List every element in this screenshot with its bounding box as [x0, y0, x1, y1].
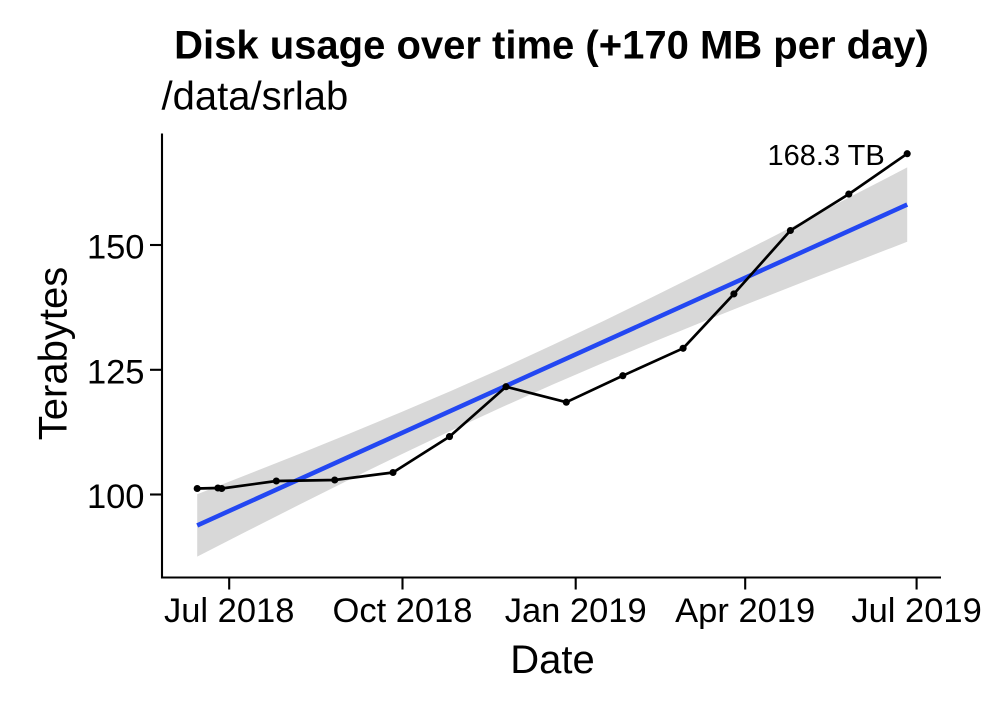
x-tick-label: Oct 2018 [332, 592, 472, 630]
chart-title: Disk usage over time (+170 MB per day) [174, 24, 929, 68]
y-tick-label: 150 [87, 229, 145, 267]
data-point [445, 433, 454, 441]
data-point [903, 150, 911, 158]
y-axis-title: Terabytes [32, 267, 76, 440]
points-group [193, 150, 911, 493]
x-axis-title: Date [510, 638, 595, 682]
x-tick-label: Jan 2019 [505, 592, 647, 630]
data-point [331, 476, 339, 484]
x-ticks-group [228, 578, 918, 590]
data-point [562, 398, 570, 406]
x-tick-label: Jul 2018 [164, 592, 294, 630]
chart-subtitle: /data/srlab [162, 75, 349, 119]
y-ticks-group [150, 243, 161, 496]
confidence-ribbon [197, 167, 908, 557]
x-tick-label: Apr 2019 [675, 592, 815, 630]
y-tick-labels-group: 100 125 150 [87, 229, 145, 517]
data-point [218, 484, 226, 493]
y-tick-label: 125 [87, 353, 145, 391]
usage-line [195, 152, 909, 490]
data-point [272, 477, 280, 485]
annotation-label: 168.3 TB [768, 140, 885, 172]
trend-line [196, 202, 909, 528]
data-point [389, 468, 397, 477]
x-tick-label: Jul 2019 [851, 592, 981, 630]
ribbon-group [197, 167, 908, 557]
data-point [619, 372, 627, 380]
data-point [845, 190, 853, 198]
data-point [193, 484, 201, 493]
data-point [679, 344, 687, 352]
data-point [786, 226, 794, 235]
y-axis: 100 125 150 [87, 133, 164, 579]
data-point [502, 383, 510, 391]
y-tick-label: 100 [87, 478, 145, 516]
x-tick-labels-group: Jul 2018 Oct 2018 Jan 2019 Apr 2019 Jul 2019 [164, 592, 982, 630]
data-point [730, 290, 738, 298]
x-axis: Jul 2018 Oct 2018 Jan 2019 Apr 2019 Jul 2019 [161, 576, 982, 630]
